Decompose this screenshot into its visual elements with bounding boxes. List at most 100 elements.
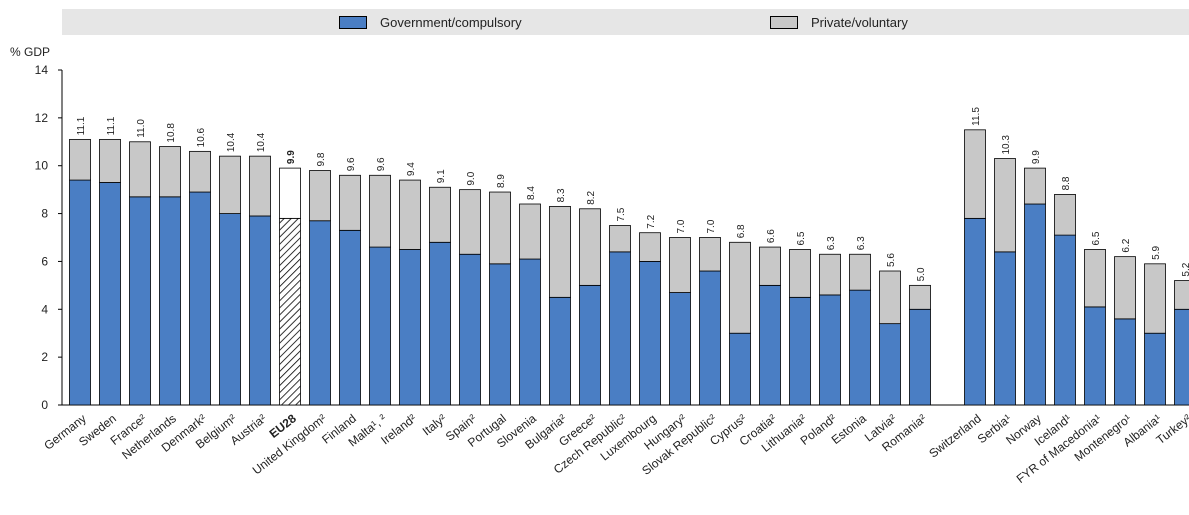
bar-private: [610, 226, 631, 252]
value-label: 6.3: [856, 236, 867, 250]
value-label: 10.8: [166, 123, 177, 143]
value-label: 6.6: [766, 229, 777, 243]
value-label: 8.8: [1061, 176, 1072, 190]
value-label: 9.0: [466, 171, 477, 185]
bar-government: [640, 261, 661, 405]
bar-government: [130, 197, 151, 405]
value-label: 9.6: [346, 157, 357, 171]
bar-government: [995, 252, 1016, 405]
bar-private: [490, 192, 511, 264]
bar-government: [310, 221, 331, 405]
y-tick-label: 8: [41, 207, 48, 221]
bar-private: [820, 254, 841, 295]
value-label: 6.8: [736, 224, 747, 238]
value-label: 9.4: [406, 162, 417, 176]
bar-private: [370, 175, 391, 247]
value-label: 8.4: [526, 186, 537, 200]
value-label: 9.1: [436, 169, 447, 183]
value-label: 7.0: [676, 219, 687, 233]
y-tick-label: 6: [41, 254, 48, 268]
value-label: 7.5: [616, 207, 627, 221]
value-label: 9.9: [1031, 150, 1042, 164]
bar-private: [130, 142, 151, 197]
bar-private: [220, 156, 241, 213]
bar-private: [640, 233, 661, 262]
value-label: 9.8: [316, 152, 327, 166]
bar-government: [1145, 333, 1166, 405]
bar-private: [670, 238, 691, 293]
y-tick-label: 10: [35, 159, 49, 173]
bar-private: [160, 147, 181, 197]
bar-government: [910, 309, 931, 405]
bar-private: [1025, 168, 1046, 204]
value-label: 10.4: [226, 132, 237, 152]
bar-private: [70, 139, 91, 180]
y-tick-label: 14: [35, 63, 49, 77]
bar-private: [400, 180, 421, 249]
bar-private: [550, 206, 571, 297]
value-label: 8.9: [496, 174, 507, 188]
value-label: 5.2: [1181, 262, 1189, 276]
bar-private: [910, 285, 931, 309]
y-tick-label: 2: [41, 350, 48, 364]
bar-government: [460, 254, 481, 405]
bar-government: [340, 230, 361, 405]
bar-private: [1085, 249, 1106, 306]
bar-government: [580, 285, 601, 405]
bar-private: [700, 238, 721, 272]
y-tick-label: 4: [41, 302, 48, 316]
bar-private: [995, 159, 1016, 252]
bar-government: [220, 214, 241, 405]
bar-private: [190, 151, 211, 192]
bar-government: [100, 182, 121, 405]
value-label: 11.1: [106, 116, 117, 135]
value-label: 9.6: [376, 157, 387, 171]
bar-private: [250, 156, 271, 216]
value-label: 8.2: [586, 190, 597, 204]
bar-government: [190, 192, 211, 405]
bar-private: [1115, 257, 1136, 319]
bar-government: [550, 297, 571, 405]
bar-private: [460, 190, 481, 255]
bar-government: [820, 295, 841, 405]
bar-government: [1085, 307, 1106, 405]
bar-government: [430, 242, 451, 405]
value-label: 7.0: [706, 219, 717, 233]
value-label: 7.2: [646, 214, 657, 228]
bar-government: [370, 247, 391, 405]
bar-private: [730, 242, 751, 333]
bar-government: [850, 290, 871, 405]
bar-private: [340, 175, 361, 230]
bar-private: [280, 168, 301, 218]
value-label: 10.4: [256, 132, 267, 152]
value-label: 6.2: [1121, 238, 1132, 252]
bar-private: [850, 254, 871, 290]
category-label: Estonia: [829, 411, 869, 447]
bar-private: [1145, 264, 1166, 333]
bar-private: [100, 139, 121, 182]
value-label: 10.3: [1001, 135, 1012, 155]
bar-government: [490, 264, 511, 405]
bar-government: [880, 324, 901, 405]
bar-government: [730, 333, 751, 405]
bar-government: [1055, 235, 1076, 405]
bar-private: [880, 271, 901, 324]
value-label: 5.6: [886, 253, 897, 267]
bar-private: [760, 247, 781, 285]
y-tick-label: 0: [41, 398, 48, 412]
bar-government: [160, 197, 181, 405]
bar-private: [430, 187, 451, 242]
bar-government: [670, 293, 691, 405]
bar-government: [280, 218, 301, 405]
bar-government: [965, 218, 986, 405]
value-label: 11.1: [76, 116, 87, 135]
bar-private: [790, 249, 811, 297]
bar-government: [1025, 204, 1046, 405]
bar-government: [700, 271, 721, 405]
bar-government: [520, 259, 541, 405]
bars: [70, 130, 1189, 405]
bar-private: [1055, 194, 1076, 235]
value-label: 8.3: [556, 188, 567, 202]
bar-government: [250, 216, 271, 405]
